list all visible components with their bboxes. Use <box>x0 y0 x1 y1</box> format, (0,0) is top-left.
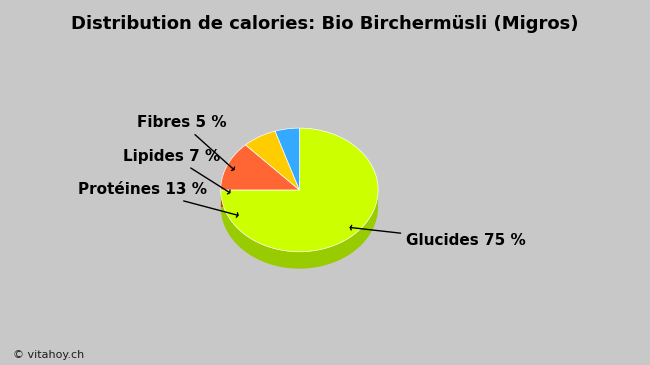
Polygon shape <box>221 128 378 252</box>
Polygon shape <box>221 190 378 269</box>
Polygon shape <box>221 145 300 190</box>
Text: Lipides 7 %: Lipides 7 % <box>124 149 230 194</box>
Text: © vitahoy.ch: © vitahoy.ch <box>13 350 84 360</box>
Text: Fibres 5 %: Fibres 5 % <box>136 115 235 170</box>
Polygon shape <box>221 190 300 207</box>
Text: Protéines 13 %: Protéines 13 % <box>77 182 238 217</box>
Text: Distribution de calories: Bio Birchermüsli (Migros): Distribution de calories: Bio Birchermüs… <box>72 15 578 32</box>
Polygon shape <box>246 131 300 190</box>
Polygon shape <box>221 190 300 207</box>
Text: Glucides 75 %: Glucides 75 % <box>350 225 526 248</box>
Polygon shape <box>275 128 300 190</box>
